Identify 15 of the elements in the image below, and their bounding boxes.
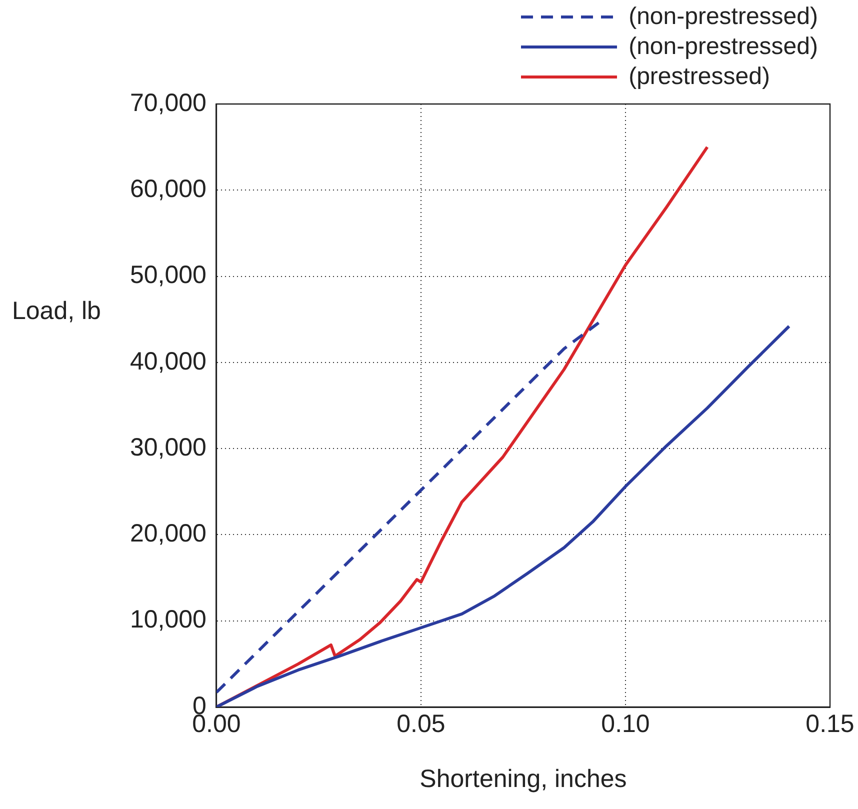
y-tick-label: 60,000 xyxy=(130,175,206,204)
y-tick-label: 40,000 xyxy=(130,347,206,376)
x-tick-label: 0.05 xyxy=(396,710,446,738)
legend-label: (prestressed) xyxy=(628,63,770,91)
x-axis-title: Shortening, inches xyxy=(420,764,627,793)
y-tick-label: 10,000 xyxy=(130,606,206,634)
y-axis-title: Load, lb xyxy=(12,297,101,326)
y-tick-label: 70,000 xyxy=(130,88,206,117)
y-tick-label: 30,000 xyxy=(130,433,206,462)
x-tick-label: 0.10 xyxy=(601,710,650,738)
legend-label: (non-prestressed) xyxy=(628,3,818,31)
y-tick-label: 50,000 xyxy=(130,261,206,290)
legend-label: (non-prestressed) xyxy=(628,33,818,61)
x-tick-label: 0.15 xyxy=(806,710,854,738)
y-tick-label: 20,000 xyxy=(130,520,206,548)
